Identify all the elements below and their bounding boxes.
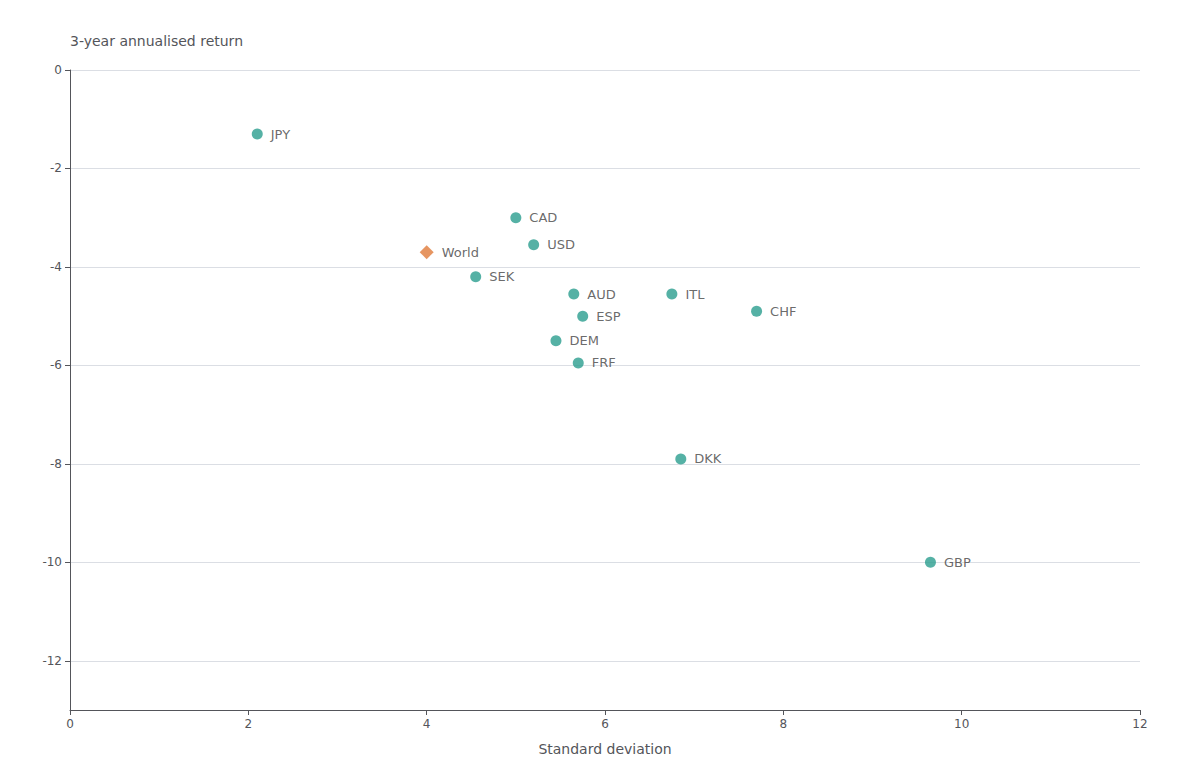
svg-text:8: 8 [780,717,788,731]
svg-text:AUD: AUD [587,287,615,302]
svg-text:DEM: DEM [569,333,598,348]
svg-text:SEK: SEK [489,269,514,284]
svg-text:12: 12 [1132,717,1147,731]
svg-text:-2: -2 [50,161,62,175]
svg-text:CHF: CHF [770,304,796,319]
svg-text:-12: -12 [42,654,62,668]
svg-text:USD: USD [547,237,575,252]
svg-text:-4: -4 [50,260,62,274]
svg-text:ESP: ESP [596,309,620,324]
svg-text:0: 0 [54,63,62,77]
svg-text:World: World [442,245,479,260]
svg-text:ITL: ITL [685,287,705,302]
svg-text:2: 2 [245,717,253,731]
svg-text:DKK: DKK [694,451,722,466]
svg-text:-6: -6 [50,358,62,372]
svg-text:-10: -10 [42,555,62,569]
svg-text:CAD: CAD [529,210,557,225]
svg-text:JPY: JPY [270,127,290,142]
svg-text:6: 6 [601,717,609,731]
svg-text:GBP: GBP [944,555,971,570]
svg-text:10: 10 [954,717,969,731]
svg-text:3-year annualised return: 3-year annualised return [70,33,243,49]
svg-text:0: 0 [66,717,74,731]
svg-text:FRF: FRF [592,355,616,370]
svg-text:Standard deviation: Standard deviation [538,741,671,757]
svg-text:4: 4 [423,717,431,731]
svg-text:-8: -8 [50,457,62,471]
